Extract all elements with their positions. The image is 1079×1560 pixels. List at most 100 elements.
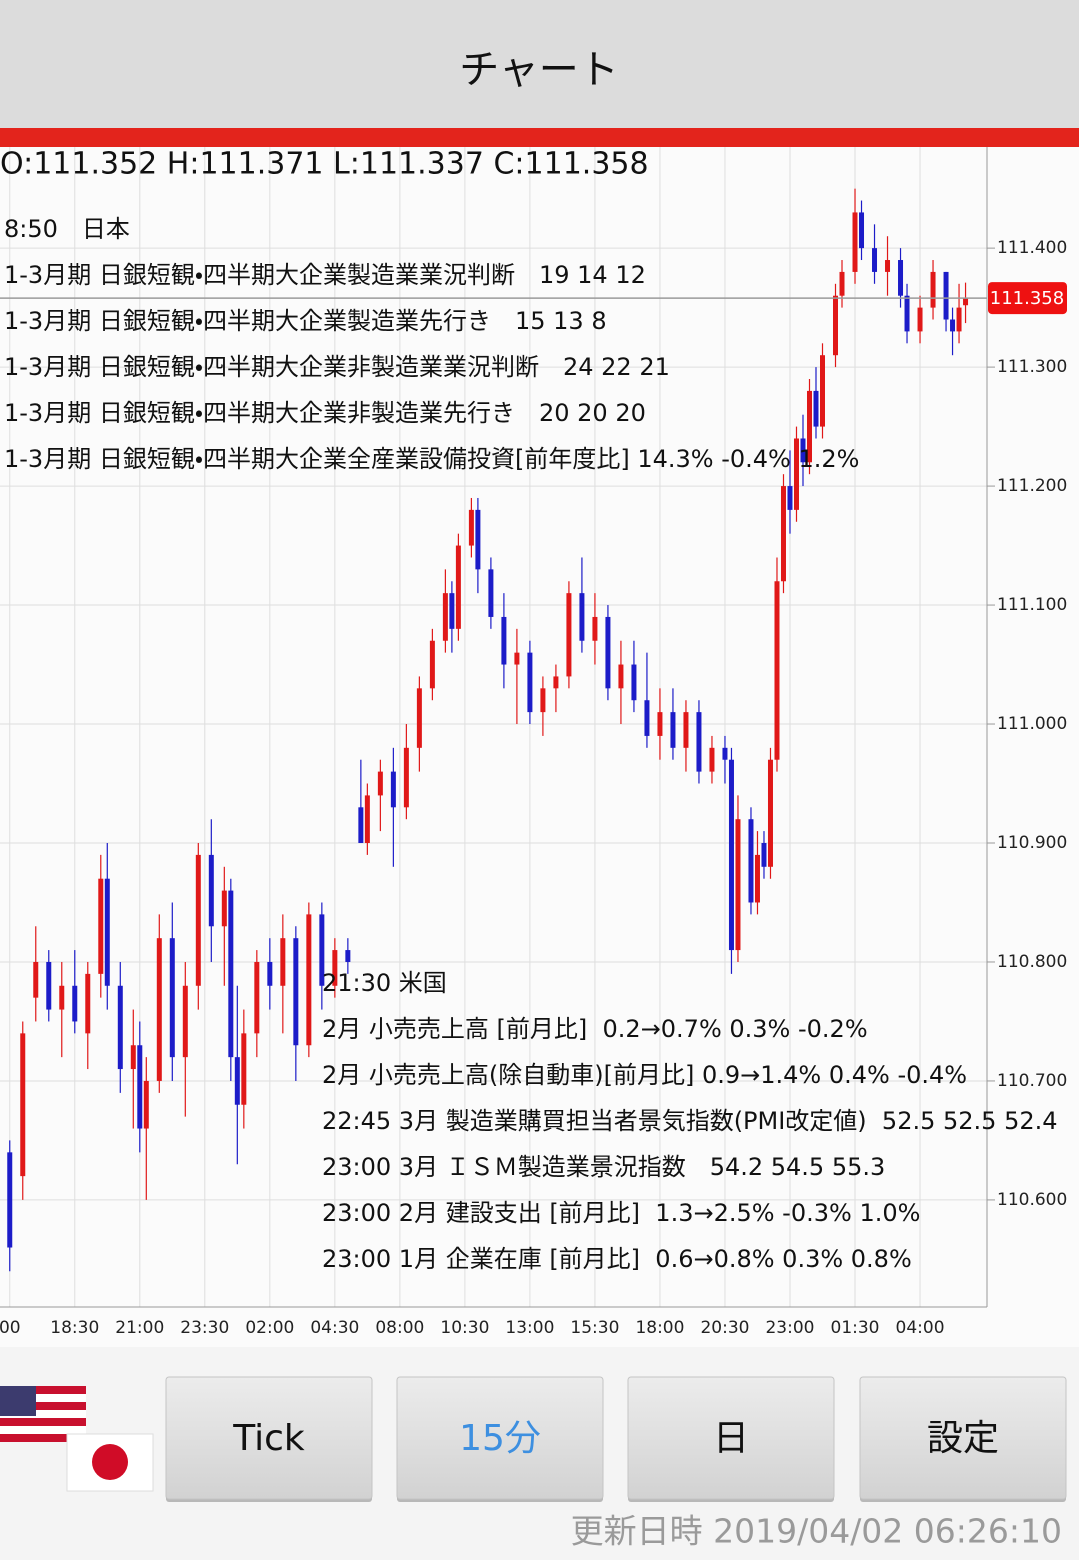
event-item: 1-3月期 日銀短観・四半期大企業製造業先行き 15 13 8 (4, 307, 607, 335)
x-tick-label: 15:30 (570, 1318, 619, 1338)
y-tick-label: 110.700 (997, 1071, 1067, 1091)
candle-body (963, 298, 969, 306)
candle-body (332, 950, 338, 986)
candle-body (793, 438, 799, 510)
header-bar (0, 0, 1079, 128)
event-header: 8:50 日本 (4, 215, 130, 243)
events: 8:50 日本 1-3月期 日銀短観・四半期大企業製造業業況判断 19 14 12… (4, 215, 1058, 1273)
ohlc-readout: O:111.352 H:111.371 L:111.337 C:111.358 (0, 147, 649, 182)
x-tick-label: 23:30 (180, 1318, 229, 1338)
candle-body (754, 854, 760, 903)
candle-body (182, 985, 188, 1058)
candle-body (806, 390, 812, 463)
x-tick-label: 00 (0, 1318, 21, 1338)
event-item: 1-3月期 日銀短観・四半期大企業非製造業業況判断 24 22 21 (4, 353, 670, 381)
candle-body (195, 854, 201, 986)
candle-body (930, 271, 936, 308)
y-tick-label: 110.800 (997, 952, 1067, 972)
candle-body (59, 985, 65, 1010)
candle-body (358, 807, 364, 843)
candle-body (221, 890, 227, 927)
candle-body (319, 914, 325, 986)
y-tick-label: 111.400 (997, 238, 1067, 258)
candle-body (683, 712, 689, 748)
candle-body (780, 486, 786, 582)
interval-button[interactable] (165, 1376, 373, 1500)
event-item: 2月 小売売上高(除自動車)[前月比] 0.9→1.4% 0.4% -0.4% (322, 1061, 967, 1089)
candle-body (390, 771, 396, 808)
candle-body (774, 581, 780, 760)
candle-body (416, 688, 422, 748)
flag-japan[interactable] (66, 1433, 154, 1492)
candle-body (898, 260, 904, 296)
candle-body (956, 307, 962, 332)
candle-body (403, 747, 409, 808)
x-tick-label: 18:00 (635, 1318, 684, 1338)
candle-body (475, 509, 481, 570)
x-tick-label: 13:00 (505, 1318, 554, 1338)
candle-body (254, 961, 260, 1034)
candle-body (696, 712, 702, 772)
candles (7, 188, 969, 1272)
event-item: 1-3月期 日銀短観・四半期大企業非製造業先行き 20 20 20 (4, 399, 646, 427)
candle-body (839, 271, 845, 296)
last-price-label: 111.358 (990, 288, 1064, 309)
x-tick-label: 01:30 (831, 1318, 880, 1338)
candle-body (950, 319, 956, 332)
candle-body (579, 593, 585, 641)
last-price-badge (988, 282, 1067, 315)
x-tick-label: 18:30 (50, 1318, 99, 1338)
event-item: 23:00 2月 建設支出 [前月比] 1.3→2.5% -0.3% 1.0% (322, 1199, 920, 1227)
candle-body (566, 593, 572, 677)
candle-body (761, 843, 767, 867)
y-tick-label: 111.100 (997, 595, 1067, 615)
candle-body (540, 688, 546, 713)
axis-labels: 110.600 110.700 110.800 110.900 111.000 111.1… (0, 238, 1067, 1338)
y-tick-label: 111.200 (997, 476, 1067, 496)
interval-button[interactable] (627, 1376, 835, 1500)
candle-body (280, 938, 286, 986)
candle-body (885, 260, 891, 272)
candle-body (449, 593, 455, 629)
header-title: チャート (459, 47, 619, 93)
candle-body (455, 545, 461, 629)
candle-body (722, 747, 728, 760)
candle-body (442, 593, 448, 641)
candle-body (208, 854, 214, 927)
x-tick-label: 08:00 (375, 1318, 424, 1338)
interval-button[interactable] (859, 1376, 1067, 1500)
event-item: 22:45 3月 製造業購買担当者景気指数(PMI改定値) 52.5 52.5 … (322, 1107, 1058, 1135)
candle-body (169, 938, 175, 1058)
candle-body (137, 1045, 143, 1129)
x-tick-label: 04:30 (310, 1318, 359, 1338)
y-tick-label: 110.600 (997, 1190, 1067, 1210)
candle-body (605, 616, 611, 689)
button-label: 日 (713, 1418, 749, 1459)
candle-body (553, 676, 559, 689)
candle-body (631, 664, 637, 701)
flag-us (0, 1386, 86, 1442)
candle-body (787, 486, 793, 510)
button-label: 15分 (459, 1418, 541, 1459)
interval-button[interactable] (396, 1376, 604, 1500)
event-item: 23:00 3月 ＩＳＭ製造業景況指数 54.2 54.5 55.3 (322, 1153, 885, 1181)
candle-body (98, 878, 104, 974)
candle-body (852, 212, 858, 272)
candle-body (514, 652, 520, 665)
candle-body (501, 616, 507, 665)
accent-bar (0, 128, 1079, 147)
candle-body (904, 295, 910, 332)
button-label: Tick (232, 1418, 305, 1459)
candle-body (228, 890, 234, 1058)
candle-body (917, 307, 923, 332)
candle-body (33, 961, 39, 998)
y-tick-label: 111.000 (997, 714, 1067, 734)
candle-body (670, 712, 676, 748)
x-tick-label: 04:00 (896, 1318, 945, 1338)
event-item: 1-3月期 日銀短観・四半期大企業製造業業況判断 19 14 12 (4, 261, 646, 289)
event-header: 21:30 米国 (322, 969, 447, 997)
candle-body (130, 1045, 136, 1070)
candle-body (735, 819, 741, 951)
update-time: 更新日時 2019/04/02 06:26:10 (571, 1512, 1062, 1551)
